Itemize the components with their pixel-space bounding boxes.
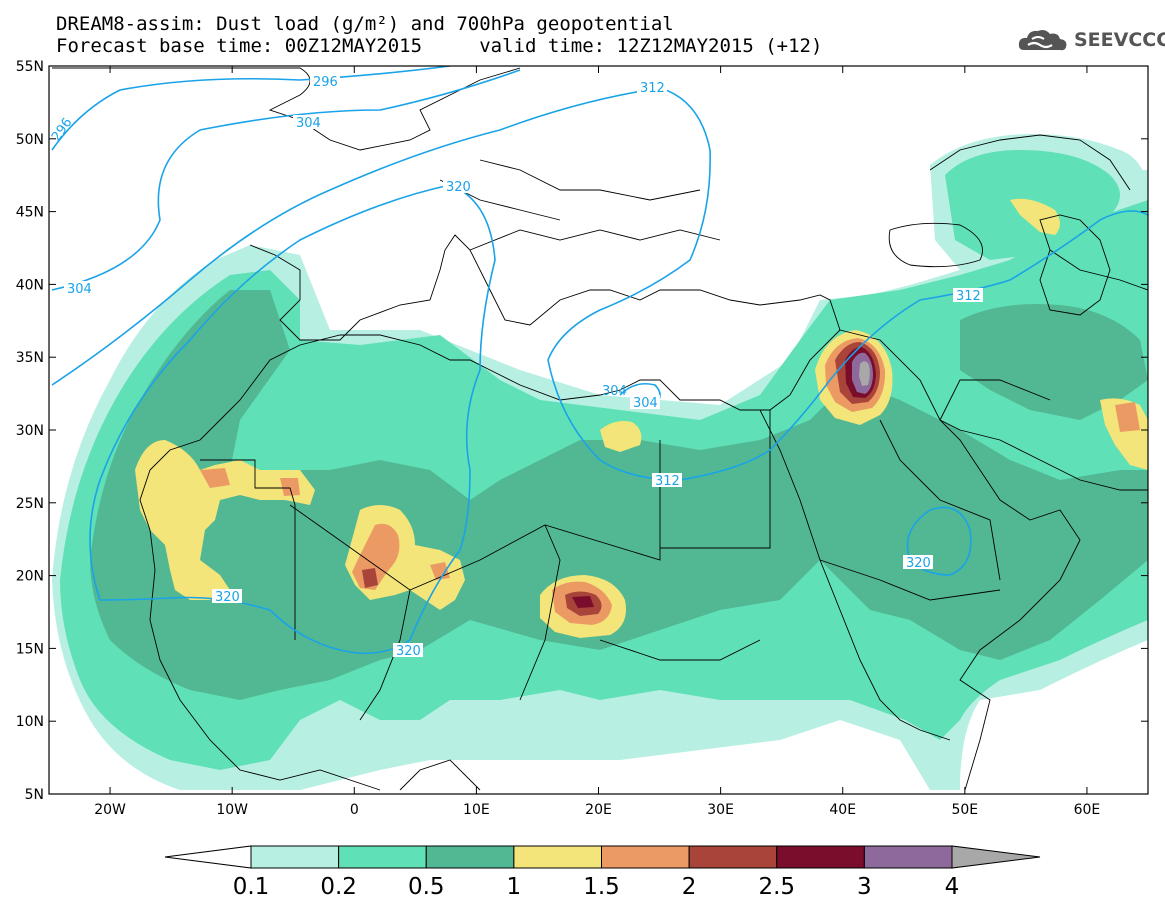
- longitude-axis: 20W 10W 0 10E 20E 30E 40E 50E 60E: [94, 66, 1100, 818]
- dust-area-high: [90, 290, 1148, 700]
- contour-label: 296: [310, 74, 340, 90]
- colorbar-segment: [513, 845, 602, 869]
- lon-tick-label: 20E: [585, 802, 612, 818]
- svg-text:312: 312: [640, 81, 665, 96]
- lat-tick-label: 55N: [16, 59, 44, 75]
- seevccc-logo: SEEVCCC: [1018, 26, 1165, 56]
- dust-area-14: [1115, 402, 1140, 432]
- colorbar-label: 3: [857, 874, 872, 900]
- dust-area-13: [430, 562, 450, 580]
- map-title: DREAM8-assim: Dust load (g/m²) and 700hP…: [56, 13, 674, 35]
- lat-tick-label: 40N: [16, 277, 44, 293]
- dust-area-5: [1010, 198, 1060, 235]
- lon-tick-label: 10E: [463, 802, 490, 818]
- contour-label: 320: [212, 589, 242, 605]
- contour-labels: 296 296 304 304 312 320 304 304 312 312 …: [49, 74, 983, 659]
- latitude-axis: 55N 50N 45N 40N 35N 30N 25N 20N 15N 10N 5N: [16, 59, 1148, 803]
- dust-area-12: [280, 478, 300, 496]
- lon-tick-label: 50E: [951, 802, 978, 818]
- svg-text:320: 320: [446, 180, 471, 195]
- lat-tick-label: 5N: [25, 787, 44, 803]
- dust-area-17: [362, 568, 378, 588]
- svg-text:312: 312: [956, 289, 981, 304]
- contour-label: 320: [443, 179, 473, 195]
- svg-text:312: 312: [655, 474, 680, 489]
- colorbar-high-triangle: [951, 845, 1041, 869]
- contour-label: 312: [953, 288, 983, 304]
- contour-label: 304: [64, 281, 94, 297]
- colorbar-low-triangle: [164, 845, 252, 869]
- colorbar-segment: [688, 845, 778, 869]
- colorbar-segment: [863, 845, 953, 869]
- contour-304-a: [51, 69, 521, 291]
- map-subtitle: Forecast base time: 00Z12MAY2015 valid t…: [56, 35, 823, 57]
- dust-area-19: [572, 596, 594, 608]
- coastlines: [52, 67, 1148, 791]
- colorbar-label: 2.5: [758, 874, 795, 900]
- dust-area-iran: [960, 304, 1148, 420]
- svg-text:304: 304: [67, 282, 92, 297]
- dust-area-1: [135, 440, 315, 600]
- dust-area-11: [200, 468, 230, 488]
- colorbar-segment: [601, 845, 690, 869]
- lon-tick-label: 60E: [1074, 802, 1101, 818]
- geopotential-contours: [51, 66, 1148, 655]
- contour-label: 320: [903, 555, 933, 571]
- svg-text:304: 304: [296, 116, 321, 131]
- lat-tick-label: 15N: [16, 641, 44, 657]
- contour-label: 296: [49, 115, 76, 144]
- svg-text:320: 320: [906, 556, 931, 571]
- logo-text: SEEVCCC: [1074, 29, 1165, 51]
- colorbar-label: 2: [682, 874, 697, 900]
- svg-text:320: 320: [215, 590, 240, 605]
- contour-320-a: [89, 184, 496, 655]
- contour-label: 304: [602, 384, 627, 399]
- lat-tick-label: 25N: [16, 496, 44, 512]
- contour-label: 304: [293, 115, 323, 131]
- colorbar-segment: [338, 845, 427, 869]
- cloud-icon: [1018, 30, 1067, 51]
- lat-tick-label: 45N: [16, 205, 44, 221]
- svg-text:296: 296: [313, 75, 338, 90]
- colorbar-segment: [776, 845, 865, 869]
- svg-text:320: 320: [396, 644, 421, 659]
- lat-tick-label: 20N: [16, 569, 44, 585]
- lon-tick-label: 20W: [94, 802, 126, 818]
- lon-tick-label: 10W: [216, 802, 248, 818]
- lat-tick-label: 10N: [16, 714, 44, 730]
- lat-tick-label: 30N: [16, 423, 44, 439]
- svg-text:304: 304: [633, 396, 658, 411]
- contour-label: 312: [652, 473, 682, 489]
- colorbar-label: 1.5: [583, 874, 620, 900]
- colorbar-segment: [250, 845, 340, 869]
- dust-area-4: [600, 421, 642, 452]
- colorbar: 0.1 0.2 0.5 1 1.5 2 2.5 3 4: [164, 845, 1041, 900]
- contour-label: 320: [393, 643, 423, 659]
- lat-tick-label: 50N: [16, 132, 44, 148]
- svg-text:296: 296: [49, 115, 76, 144]
- colorbar-label: 0.5: [408, 874, 445, 900]
- dust-area-21: [859, 361, 870, 386]
- lon-tick-label: 30E: [707, 802, 734, 818]
- contour-label: 312: [637, 80, 667, 96]
- contour-312-a: [51, 87, 1148, 481]
- colorbar-label: 0.2: [320, 874, 357, 900]
- lon-tick-label: 0: [350, 802, 359, 818]
- colorbar-label: 0.1: [233, 874, 270, 900]
- colorbar-segment: [425, 845, 515, 869]
- lon-tick-label: 40E: [829, 802, 856, 818]
- colorbar-label: 4: [945, 874, 960, 900]
- contour-label: 304: [630, 395, 660, 411]
- colorbar-label: 1: [507, 874, 522, 900]
- contour-296-a: [51, 66, 451, 151]
- lat-tick-label: 35N: [16, 350, 44, 366]
- svg-text:304: 304: [602, 384, 627, 399]
- dust-field: [52, 134, 1148, 790]
- contour-320-b: [906, 506, 972, 576]
